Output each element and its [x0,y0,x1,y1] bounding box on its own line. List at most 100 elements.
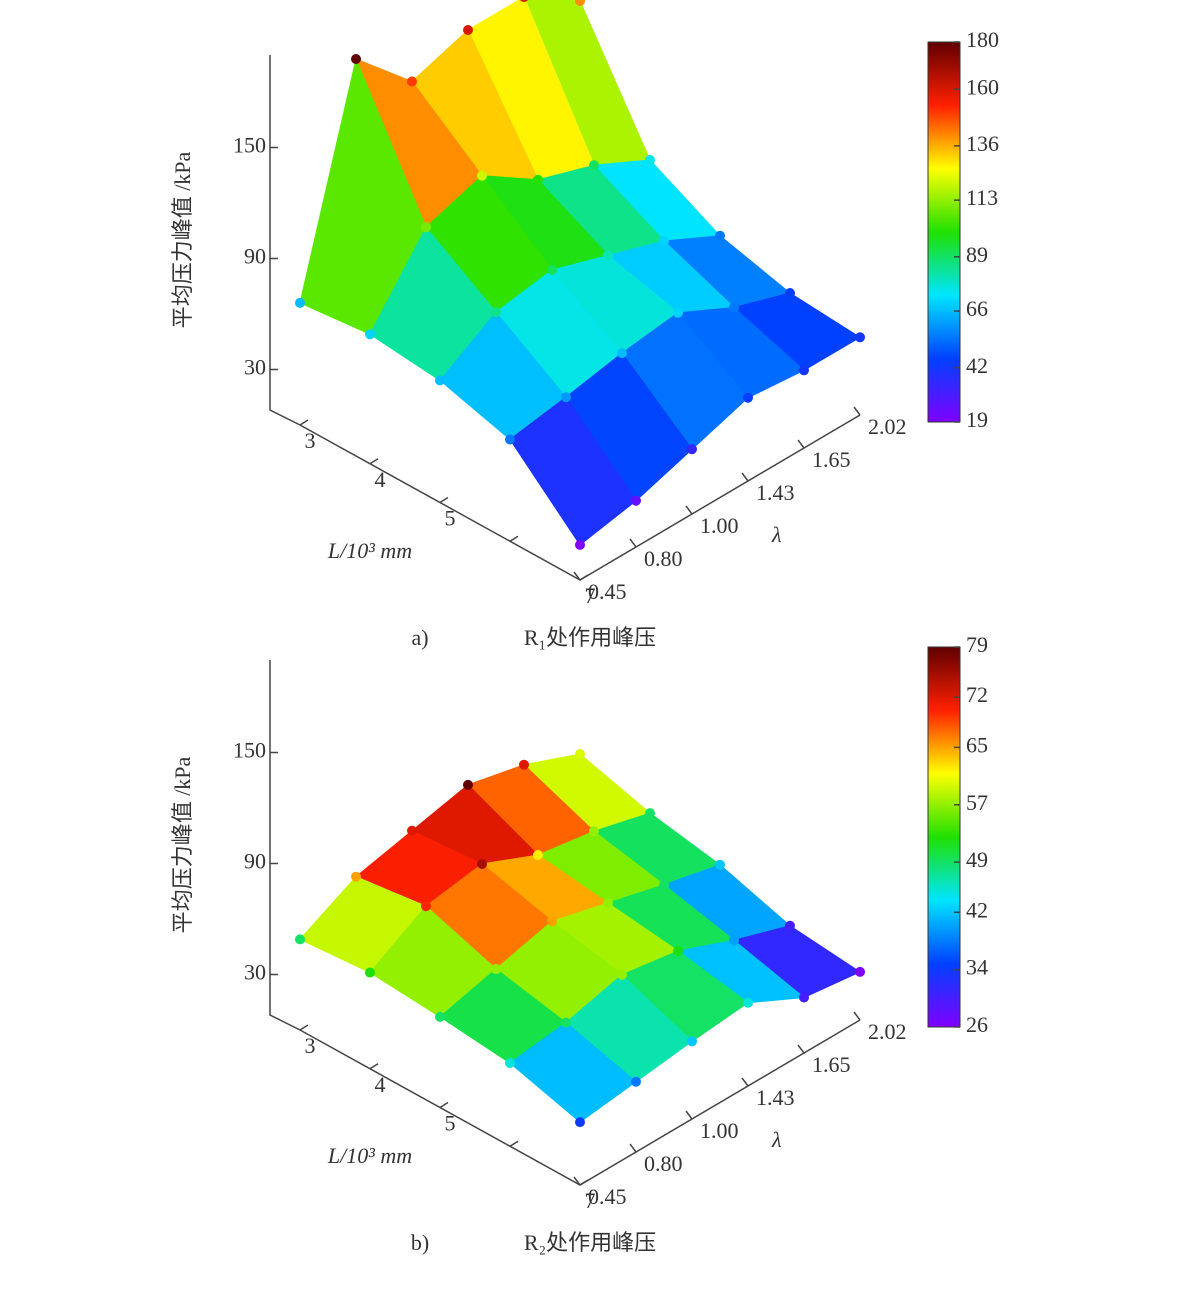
y-tick [629,538,637,548]
x-tick-label: 7 [585,583,596,608]
x-tick [369,458,379,465]
data-point [295,934,305,945]
colorbar-tick-label: 26 [966,1012,988,1037]
data-point [743,997,753,1008]
x-tick [579,1179,589,1186]
y-tick [797,1044,805,1054]
data-point [855,332,865,343]
data-point [715,859,725,870]
y-tick [741,472,749,482]
x-tick-label: 4 [375,467,386,492]
colorbar-tick-label: 19 [966,407,988,432]
data-point [617,969,627,980]
y-tick-label: 0.45 [588,579,627,604]
data-point [785,288,795,298]
data-point [435,375,445,386]
caption-label: a) [411,625,428,650]
y-tick [853,1011,861,1021]
data-point [855,966,865,977]
data-point [351,871,361,882]
y-tick-label: 0.80 [644,546,683,571]
colorbar-tick-label: 72 [966,682,988,707]
data-point [463,779,473,790]
data-point [589,826,599,837]
data-point [561,1017,571,1028]
data-point [687,444,697,455]
x-tick [579,574,589,581]
x-tick-label: 3 [305,428,316,453]
data-point [575,1117,585,1128]
data-point [519,759,529,770]
caption-label: b) [411,1230,429,1255]
data-point [603,898,613,909]
data-point [631,495,641,506]
x-tick-label: 3 [305,1033,316,1058]
colorbar-tick-label: 66 [966,296,988,321]
x-tick [369,1063,379,1070]
z-axis-label: 平均压力峰值 /kPa [170,151,195,328]
data-point [729,302,739,313]
y-tick-label: 1.43 [756,1085,795,1110]
y-tick-label: 2.02 [868,414,907,439]
colorbar-tick-label: 42 [966,353,988,378]
x-axis-label: L/10³ mm [327,538,412,563]
data-point [533,174,543,185]
y-tick-label: 0.45 [588,1184,627,1209]
y-tick-label: 1.65 [812,447,851,472]
data-point [491,964,501,975]
data-point [407,825,417,836]
data-point [477,170,487,181]
y-tick-label: 1.43 [756,480,795,505]
data-point [645,155,655,165]
colorbar-tick-label: 180 [966,27,999,52]
data-point [589,160,599,171]
data-point [575,0,585,6]
z-tick-label: 30 [244,355,266,380]
data-point [295,297,305,308]
y-tick [573,1176,581,1186]
data-point [491,307,501,318]
colorbar-tick-label: 136 [966,131,999,156]
z-tick-label: 30 [244,960,266,985]
x-tick [299,419,309,426]
colorbar-tick-label: 89 [966,242,988,267]
y-tick [629,1143,637,1153]
data-point [659,879,669,890]
colorbar-tick-label: 79 [966,632,988,657]
data-point [421,222,431,233]
y-tick [685,505,693,515]
data-point [463,25,473,35]
y-tick [573,571,581,581]
colorbar-tick-label: 160 [966,74,999,99]
caption: R₂处作用峰压 [524,1230,656,1255]
caption: R₁处作用峰压 [524,625,656,650]
y-axis-label: λ [771,522,782,547]
data-point [617,348,627,359]
y-tick [685,1110,693,1120]
x-axis-label: L/10³ mm [327,1143,412,1168]
data-point [351,54,361,64]
colorbar-tick-label: 49 [966,847,988,872]
x-tick [439,496,449,504]
data-point [575,749,585,759]
z-tick-label: 90 [244,244,266,269]
z-tick-label: 90 [244,849,266,874]
data-point [547,265,557,275]
colorbar-tick-label: 42 [966,897,988,922]
data-point [673,307,683,318]
z-tick-label: 150 [233,133,266,158]
data-point [743,392,753,403]
y-axis-label: λ [771,1127,782,1152]
data-point [729,935,739,946]
data-point [659,236,669,246]
y-tick [741,1077,749,1087]
z-tick-label: 150 [233,738,266,763]
x-tick-label: 4 [375,1072,386,1097]
data-point [435,1011,445,1022]
colorbar [927,646,961,1028]
x-tick [509,1140,519,1147]
data-point [421,901,431,912]
x-tick [509,535,519,542]
data-point [520,0,528,2]
